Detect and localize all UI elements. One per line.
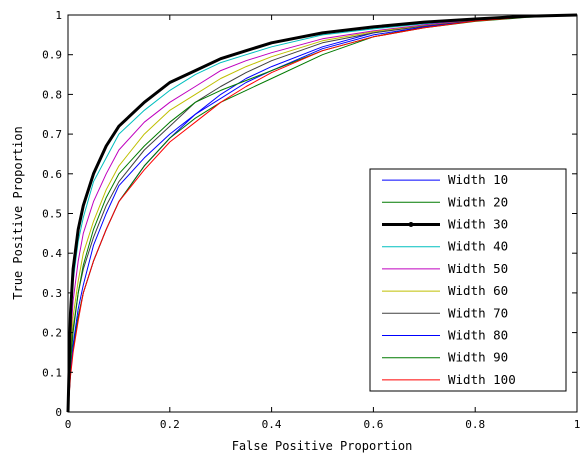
- x-tick-label: 0.8: [465, 418, 485, 431]
- series-line-width-40: [67, 14, 578, 413]
- legend-label: Width 10: [448, 172, 508, 187]
- y-tick-label: 0.5: [42, 208, 62, 221]
- legend-label: Width 70: [448, 305, 508, 320]
- legend-label: Width 60: [448, 283, 508, 298]
- x-tick-label: 0.6: [363, 418, 383, 431]
- x-tick-label: 0.4: [262, 418, 282, 431]
- x-axis: 0 0.2 0.4 0.6 0.8 1: [65, 15, 581, 431]
- legend-box: [369, 168, 567, 392]
- legend-label: Width 30: [448, 217, 508, 232]
- y-tick-label: 0.2: [42, 327, 62, 340]
- y-tick-label: 1: [55, 9, 62, 22]
- series-line-width-60: [67, 14, 578, 413]
- series-lines: [66, 13, 578, 413]
- legend-label: Width 40: [448, 239, 508, 254]
- legend-label: Width 80: [448, 328, 508, 343]
- x-axis-label: False Positive Proportion: [232, 439, 413, 453]
- legend-label: Width 20: [448, 194, 508, 209]
- legend-label: Width 100: [448, 372, 516, 387]
- y-tick-label: 0.1: [42, 366, 62, 379]
- y-tick-label: 0.4: [42, 247, 62, 260]
- series-line-width-100: [67, 14, 578, 413]
- y-tick-label: 0.6: [42, 168, 62, 181]
- y-axis-label: True Positive Proportion: [11, 126, 25, 299]
- legend-label: Width 90: [448, 350, 508, 365]
- series-line-width-30: [66, 13, 578, 413]
- y-axis: 0 0.1 0.2 0.3 0.4 0.5 0.6 0.7 0.8 0.9 1: [42, 9, 577, 419]
- y-tick-label: 0.9: [42, 49, 62, 62]
- series-line-width-50: [67, 14, 578, 413]
- series-line-width-80: [67, 14, 578, 413]
- legend-label: Width 50: [448, 261, 508, 276]
- x-tick-label: 0.2: [160, 418, 180, 431]
- legend-marker: [408, 222, 414, 227]
- x-tick-label: 1: [574, 418, 581, 431]
- y-tick-label: 0: [55, 406, 62, 419]
- x-tick-label: 0: [65, 418, 72, 431]
- y-tick-label: 0.7: [42, 128, 62, 141]
- y-tick-label: 0.3: [42, 287, 62, 300]
- y-tick-label: 0.8: [42, 88, 62, 101]
- legend: Width 10 Width 20 Width 30 Width 40 Width 50…: [369, 168, 567, 392]
